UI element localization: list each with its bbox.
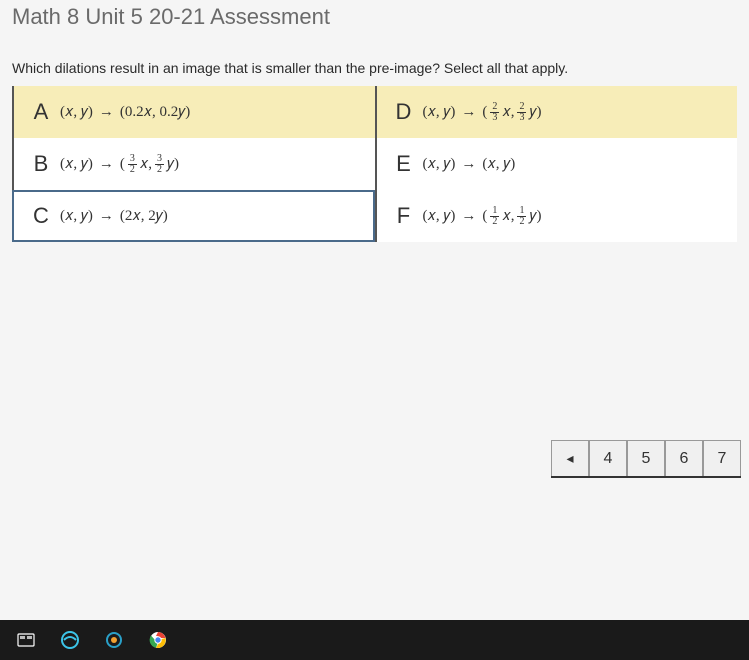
pager-page-4[interactable]: 4 — [589, 440, 627, 476]
assessment-panel: Math 8 Unit 5 20-21 Assessment Which dil… — [0, 0, 749, 620]
option-letter: C — [22, 203, 60, 229]
option-letter: E — [385, 151, 423, 177]
chrome-icon[interactable] — [138, 620, 178, 660]
option-f[interactable]: F(𝑥, 𝑦)→(12𝑥, 12𝑦) — [375, 190, 738, 242]
option-letter: F — [385, 203, 423, 229]
circle-app-icon[interactable] — [94, 620, 134, 660]
option-expression: (𝑥, 𝑦)→(2𝑥, 2𝑦) — [60, 207, 168, 225]
options-grid: A(𝑥, 𝑦)→(0.2𝑥, 0.2𝑦)D(𝑥, 𝑦)→(23𝑥, 23𝑦)B(… — [12, 86, 737, 242]
option-a[interactable]: A(𝑥, 𝑦)→(0.2𝑥, 0.2𝑦) — [12, 86, 375, 138]
pager-page-6[interactable]: 6 — [665, 440, 703, 476]
option-letter: D — [385, 99, 423, 125]
pager: ◂ 4 5 6 7 — [551, 440, 741, 478]
task-view-icon[interactable] — [6, 620, 46, 660]
option-c[interactable]: C(𝑥, 𝑦)→(2𝑥, 2𝑦) — [12, 190, 375, 242]
pager-prev-button[interactable]: ◂ — [551, 440, 589, 476]
option-expression: (𝑥, 𝑦)→(𝑥, 𝑦) — [423, 155, 516, 173]
option-d[interactable]: D(𝑥, 𝑦)→(23𝑥, 23𝑦) — [375, 86, 738, 138]
option-letter: A — [22, 99, 60, 125]
pager-page-7[interactable]: 7 — [703, 440, 741, 476]
pager-page-5[interactable]: 5 — [627, 440, 665, 476]
option-expression: (𝑥, 𝑦)→(32𝑥, 32𝑦) — [60, 154, 179, 175]
option-expression: (𝑥, 𝑦)→(0.2𝑥, 0.2𝑦) — [60, 103, 190, 121]
page-title: Math 8 Unit 5 20-21 Assessment — [12, 0, 737, 60]
question-prompt: Which dilations result in an image that … — [12, 60, 737, 86]
option-expression: (𝑥, 𝑦)→(23𝑥, 23𝑦) — [423, 102, 542, 123]
option-expression: (𝑥, 𝑦)→(12𝑥, 12𝑦) — [423, 206, 542, 227]
option-e[interactable]: E(𝑥, 𝑦)→(𝑥, 𝑦) — [375, 138, 738, 190]
edge-icon[interactable] — [50, 620, 90, 660]
option-b[interactable]: B(𝑥, 𝑦)→(32𝑥, 32𝑦) — [12, 138, 375, 190]
taskbar — [0, 620, 749, 660]
option-letter: B — [22, 151, 60, 177]
